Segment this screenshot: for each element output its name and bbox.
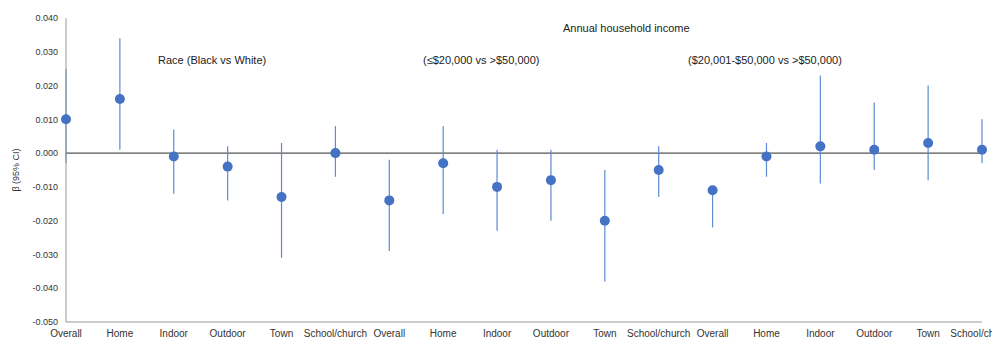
svg-text:Town: Town [270, 328, 293, 339]
svg-text:-0.020: -0.020 [32, 216, 58, 226]
svg-text:0.000: 0.000 [35, 148, 58, 158]
svg-text:-0.010: -0.010 [32, 182, 58, 192]
svg-text:Town: Town [916, 328, 939, 339]
svg-text:Indoor: Indoor [483, 328, 512, 339]
svg-text:β (95% CI): β (95% CI) [11, 148, 21, 191]
html-text:Annual household income: Annual household income [563, 22, 690, 34]
svg-text:Indoor: Indoor [806, 328, 835, 339]
svg-text:Indoor: Indoor [160, 328, 189, 339]
svg-text:Overall: Overall [697, 328, 729, 339]
svg-text:0.040: 0.040 [35, 13, 58, 23]
svg-text:Town: Town [593, 328, 616, 339]
svg-text:0.030: 0.030 [35, 47, 58, 57]
svg-text:School/church: School/church [304, 328, 367, 339]
svg-text:Overall: Overall [50, 328, 82, 339]
html-text:Race (Black vs White): Race (Black vs White) [158, 54, 267, 66]
svg-text:Outdoor: Outdoor [533, 328, 570, 339]
svg-text:Outdoor: Outdoor [210, 328, 247, 339]
html-text:($20,001-$50,000 vs >$50,000): ($20,001-$50,000 vs >$50,000) [688, 54, 842, 66]
svg-text:-0.050: -0.050 [32, 317, 58, 327]
html-text:(≤$20,000 vs >$50,000): (≤$20,000 vs >$50,000) [423, 54, 540, 66]
svg-text:School/church: School/church [950, 328, 992, 339]
svg-text:Home: Home [430, 328, 457, 339]
svg-text:0.010: 0.010 [35, 115, 58, 125]
svg-text:Home: Home [107, 328, 134, 339]
svg-text:0.020: 0.020 [35, 81, 58, 91]
svg-text:-0.040: -0.040 [32, 283, 58, 293]
svg-text:Overall: Overall [373, 328, 405, 339]
svg-text:Home: Home [753, 328, 780, 339]
svg-text:Outdoor: Outdoor [856, 328, 893, 339]
svg-text:School/church: School/church [627, 328, 690, 339]
svg-text:-0.030: -0.030 [32, 250, 58, 260]
